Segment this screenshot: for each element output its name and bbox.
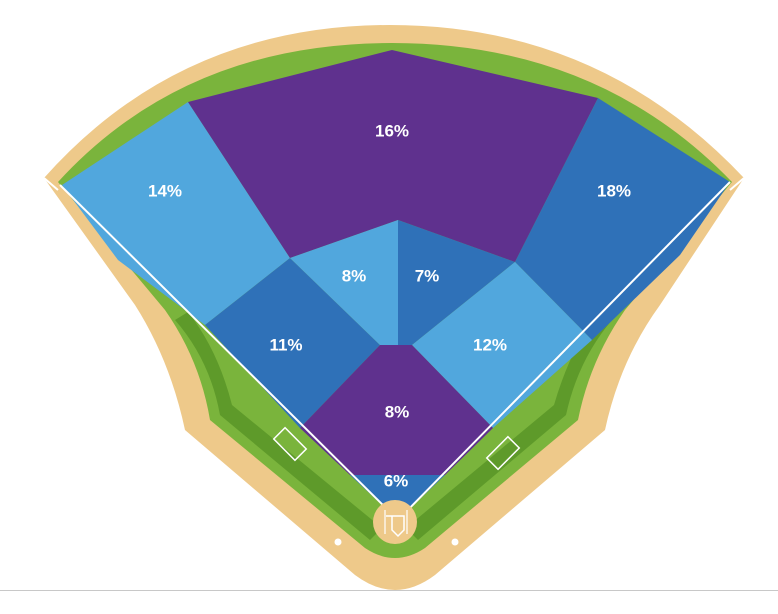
on-deck-circle-right [451,538,459,546]
zone-infield-near [350,475,445,520]
coach-box-left [272,426,308,462]
zone-right-field [515,98,730,340]
zone-center-left-shallow [290,220,398,345]
zone-center-field [188,50,598,262]
foul-pole-left [43,177,59,191]
home-plate [386,515,405,538]
zone-infield-near-label: 6% [384,471,409,490]
zone-left-center-shallow-label: 11% [269,335,302,354]
zone-infield-middle [300,345,493,475]
zone-left-center-shallow [205,258,380,428]
zone-center-right-shallow [398,220,515,345]
bottom-divider [0,590,778,591]
on-deck-circle-left [334,538,342,546]
zone-left-field [62,102,290,325]
left-foul-line [59,184,399,521]
coach-box-right [485,435,521,471]
right-foul-line [397,181,731,521]
grass-stripe-left [175,312,382,540]
home-plate-circle [373,500,417,544]
foul-pole-right [729,177,745,191]
zone-center-left-shallow-label: 8% [342,266,367,285]
zone-right-field-label: 18% [597,181,631,200]
zone-center-right-shallow-label: 7% [415,266,440,285]
zone-center-field-label: 16% [375,121,409,140]
zone-right-center-shallow-label: 12% [473,335,507,354]
zone-right-center-shallow [412,262,592,428]
zone-left-field-label: 14% [148,181,182,200]
zone-infield-middle-label: 8% [385,402,410,421]
